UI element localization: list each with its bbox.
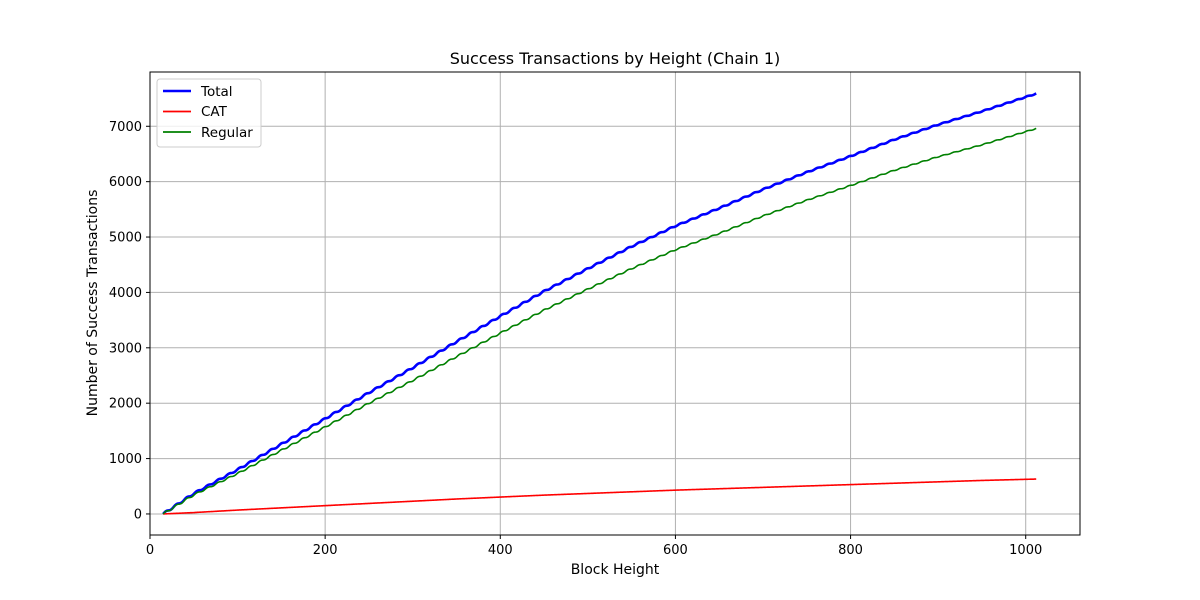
legend-label-total: Total (200, 84, 233, 100)
chart-title: Success Transactions by Height (Chain 1) (450, 49, 781, 68)
tick-layer: 0 200 400 600 800 1000 0 1000 2000 3000 4000 5000 60… (109, 120, 1042, 558)
legend-label-regular: Regular (201, 125, 253, 141)
y-tick-label: 3000 (109, 341, 142, 356)
legend: Total CAT Regular (156, 78, 262, 148)
y-tick-label: 4000 (109, 286, 142, 301)
series-line-regular (162, 127, 1037, 515)
y-tick-label: 7000 (109, 120, 142, 135)
series-layer (162, 92, 1037, 515)
y-tick-label: 0 (134, 507, 142, 522)
legend-label-cat: CAT (201, 104, 228, 120)
y-tick-label: 1000 (109, 452, 142, 467)
grid-layer (149, 72, 1080, 535)
y-tick-label: 5000 (109, 231, 142, 246)
series-line-total (162, 92, 1037, 515)
x-tick-label: 1000 (1009, 543, 1042, 558)
x-tick-label: 800 (838, 543, 863, 558)
x-axis-label: Block Height (571, 562, 660, 578)
series-line-cat (163, 478, 1037, 515)
legend-box (156, 78, 262, 148)
x-tick-label: 0 (146, 543, 154, 558)
x-tick-label: 400 (488, 543, 513, 558)
plot-area (150, 72, 1080, 535)
y-tick-label: 6000 (109, 175, 142, 190)
x-tick-label: 600 (663, 543, 688, 558)
plot-frame (149, 71, 1081, 536)
y-axis-label: Number of Success Transactions (85, 190, 101, 417)
y-tick-label: 2000 (109, 397, 142, 412)
x-tick-label: 200 (313, 543, 338, 558)
